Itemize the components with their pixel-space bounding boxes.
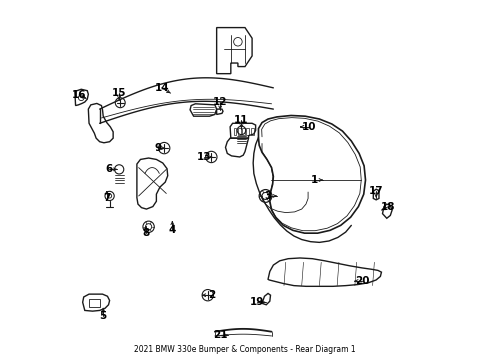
Text: 14: 14 [154,83,169,93]
Text: 16: 16 [72,90,86,100]
Text: 12: 12 [213,97,227,107]
Text: 20: 20 [355,276,369,286]
Text: 2: 2 [208,290,215,300]
Text: 8: 8 [142,228,149,238]
Text: 6: 6 [105,165,112,174]
Text: 11: 11 [234,115,249,125]
Text: 19: 19 [250,297,265,307]
Text: 13: 13 [197,152,212,162]
Text: 2021 BMW 330e Bumper & Components - Rear Diagram 1: 2021 BMW 330e Bumper & Components - Rear… [134,345,356,354]
Text: 10: 10 [301,122,316,132]
Text: 5: 5 [99,311,107,321]
Text: 1: 1 [311,175,318,185]
Text: 9: 9 [155,143,162,153]
Text: 21: 21 [213,330,227,340]
Text: 4: 4 [169,225,176,235]
Text: 17: 17 [369,186,384,195]
Text: 18: 18 [381,202,396,212]
Text: 3: 3 [265,191,271,201]
Text: 15: 15 [112,88,126,98]
Text: 7: 7 [103,193,110,203]
